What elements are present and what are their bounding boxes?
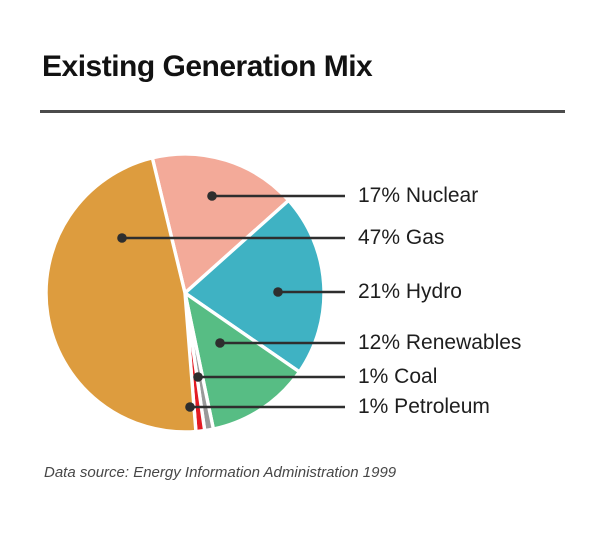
leader-dot-gas bbox=[117, 233, 127, 243]
label-gas: 47% Gas bbox=[358, 226, 445, 249]
pie-slice-hydro bbox=[183, 198, 326, 374]
data-source-note: Data source: Energy Information Administ… bbox=[44, 464, 397, 481]
pie-slice-gas bbox=[44, 156, 198, 434]
label-nuclear: 17% Nuclear bbox=[358, 184, 479, 207]
leader-dot-renewables bbox=[215, 338, 225, 348]
leader-dot-coal bbox=[193, 372, 203, 382]
label-petroleum: 1% Petroleum bbox=[358, 395, 490, 418]
title-underline bbox=[40, 110, 565, 113]
leader-dot-nuclear bbox=[207, 191, 217, 201]
label-hydro: 21% Hydro bbox=[358, 280, 462, 303]
chart-title: Existing Generation Mix bbox=[42, 50, 373, 83]
leader-dot-hydro bbox=[273, 287, 283, 297]
pie-slice-nuclear bbox=[150, 152, 291, 295]
label-coal: 1% Coal bbox=[358, 365, 438, 388]
label-renewables: 12% Renewables bbox=[358, 331, 522, 354]
leader-dot-petroleum bbox=[185, 402, 195, 412]
